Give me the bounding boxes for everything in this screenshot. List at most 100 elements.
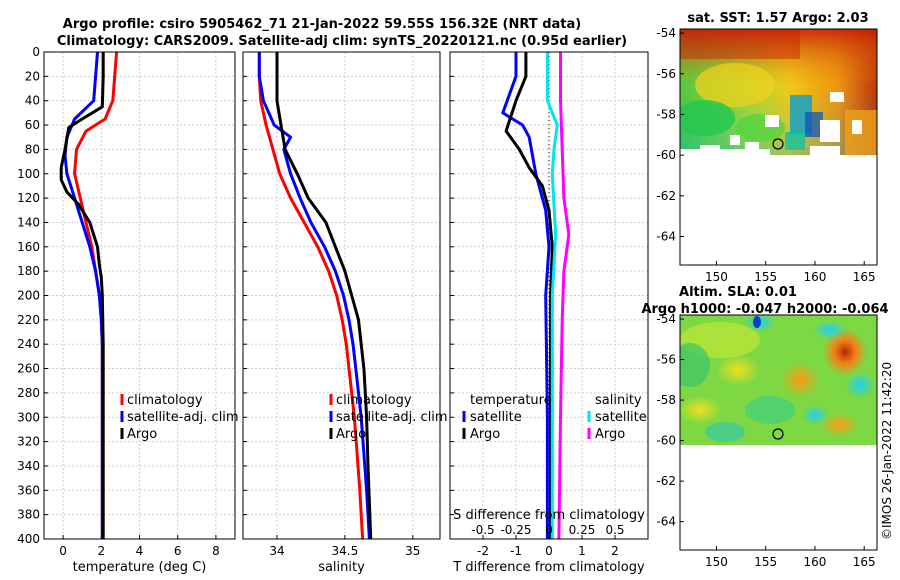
plot-frame: [449, 51, 649, 540]
y-tick-label: 260: [17, 362, 40, 376]
watermark: ©IMOS 26-Jan-2022 11:42:20: [880, 362, 894, 540]
x-tick-label: 1: [578, 544, 586, 558]
y-tick-label: 340: [17, 459, 40, 473]
map-y-tick-label: -62: [656, 189, 676, 203]
temperature-panel: 0204060801001201401601802002202402602803…: [17, 45, 239, 575]
y-tick-label: 200: [17, 289, 40, 303]
sla-argo-marker: [772, 428, 784, 440]
map-x-tick-label: 160: [803, 555, 826, 569]
y-tick-label: 140: [17, 215, 40, 229]
difference-panel: -2 -1 0 1 2 T difference from climatology temp…: [449, 51, 649, 575]
x-tick-label: 6: [174, 544, 182, 558]
x-tick-label: 34: [269, 544, 284, 558]
series-line-salinity-satellite: [545, 52, 559, 539]
y-tick-label: 120: [17, 191, 40, 205]
sst-map-image: [680, 29, 877, 155]
legend-label: Argo: [336, 427, 366, 442]
sst-map-axes: 150 155 160 165 -54 -56 -58 -60 -62 -64: [656, 26, 875, 284]
map-x-tick-label: 160: [803, 270, 826, 284]
series-line-temperature-satellite: [501, 52, 551, 539]
y-tick-label: 300: [17, 410, 40, 424]
y-tick-label: 60: [25, 118, 40, 132]
x-tick-label: -1: [510, 544, 522, 558]
legend-label: Argo: [595, 427, 625, 442]
sst-map-title: sat. SST: 1.57 Argo: 2.03: [687, 11, 868, 26]
map-y-tick-label: -54: [656, 26, 676, 40]
map-y-tick-label: -56: [656, 353, 676, 367]
map-x-tick-label: 155: [754, 270, 777, 284]
y-tick-label: 180: [17, 264, 40, 278]
x-tick-label: 35: [405, 544, 420, 558]
legend-label: climatology: [336, 393, 412, 408]
map-y-tick-label: -54: [656, 312, 676, 326]
map-x-tick-label: 150: [705, 270, 728, 284]
plot-frame: [43, 51, 236, 540]
x-axis-label: T difference from climatology: [452, 560, 645, 575]
sst-map: sat. SST: 1.57 Argo: 2.03 150 155 160 165: [656, 11, 878, 284]
legend-label: satellite-adj. clim: [336, 410, 448, 425]
legend-label: satellite-adj. clim: [127, 410, 239, 425]
map-y-tick-label: -60: [656, 148, 676, 162]
legend-label: satellite: [595, 410, 647, 425]
x-tick-label: 8: [212, 544, 220, 558]
y-tick-label: 320: [17, 435, 40, 449]
y-tick-label: 100: [17, 167, 40, 181]
series-line-climatology: [257, 52, 365, 540]
top-x-tick-label: -0.25: [500, 523, 531, 537]
legend-label: Argo: [470, 427, 500, 442]
legend-label: Argo: [127, 427, 157, 442]
x-tick-label: 2: [611, 544, 619, 558]
top-axis-label: S difference from climatology: [453, 508, 645, 523]
figure-title-line1: Argo profile: csiro 5905462_71 21-Jan-20…: [63, 17, 581, 32]
series-line-temperature-argo: [504, 52, 554, 539]
map-y-tick-label: -56: [656, 67, 676, 81]
x-tick-label: 2: [97, 544, 105, 558]
y-tick-label: 380: [17, 508, 40, 522]
top-x-tick-label: 0.25: [569, 523, 596, 537]
y-tick-label: 40: [25, 94, 40, 108]
sla-map-image: [680, 315, 877, 445]
x-axis-label: temperature (deg C): [73, 560, 207, 575]
x-axis-label: salinity: [318, 560, 365, 575]
top-x-tick-label: 0.5: [605, 523, 624, 537]
legend-label: satellite: [470, 410, 522, 425]
map-x-tick-label: 165: [853, 555, 876, 569]
sla-map-title-line1: Altim. SLA: 0.01: [679, 285, 797, 300]
map-y-tick-label: -60: [656, 434, 676, 448]
y-tick-label: 80: [25, 142, 40, 156]
legend-label: climatology: [127, 393, 203, 408]
map-y-tick-label: -58: [656, 107, 676, 121]
y-tick-label: 400: [17, 532, 40, 546]
series-line-satellite-adj-clim: [257, 52, 371, 540]
map-y-tick-label: -58: [656, 393, 676, 407]
top-x-tick-label: 0: [545, 523, 553, 537]
map-y-tick-label: -64: [656, 515, 676, 529]
x-tick-label: 34.5: [332, 544, 359, 558]
y-tick-label: 240: [17, 337, 40, 351]
map-x-tick-label: 150: [705, 555, 728, 569]
sla-map: Altim. SLA: 0.01 Argo h1000: -0.047 h200…: [641, 285, 888, 569]
series-line-salinity-argo: [557, 52, 571, 540]
figure-title-line2: Climatology: CARS2009. Satellite-adj cli…: [57, 34, 627, 49]
series-line-argo: [275, 52, 373, 540]
x-tick-label: -2: [477, 544, 489, 558]
x-tick-label: 4: [136, 544, 144, 558]
series-line-argo: [59, 52, 105, 539]
top-x-tick-label: -0.5: [471, 523, 494, 537]
salinity-panel: 34 34.5 35 salinity climatology satellite-adj…: [242, 51, 448, 575]
sla-map-title-line2: Argo h1000: -0.047 h2000: -0.064: [641, 302, 888, 317]
y-tick-label: 220: [17, 313, 40, 327]
y-tick-label: 20: [25, 69, 40, 83]
y-tick-label: 280: [17, 386, 40, 400]
legend-title-temperature: temperature: [470, 393, 552, 408]
legend-title-salinity: salinity: [595, 393, 642, 408]
sla-map-axes: 150 155 160 165 -54 -56 -58 -60 -62 -64: [656, 312, 875, 569]
x-tick-label: 0: [545, 544, 553, 558]
y-tick-label: 160: [17, 240, 40, 254]
sst-argo-marker: [772, 138, 784, 150]
map-y-tick-label: -64: [656, 230, 676, 244]
y-tick-label: 360: [17, 483, 40, 497]
map-x-tick-label: 165: [853, 270, 876, 284]
plot-frame: [242, 51, 441, 540]
